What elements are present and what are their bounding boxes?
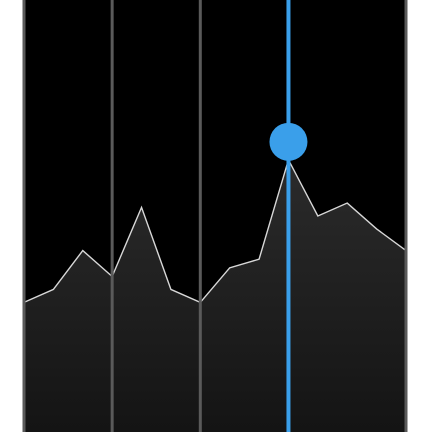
scrubber-handle[interactable] bbox=[269, 122, 308, 161]
price-area-fill bbox=[24, 159, 406, 432]
price-line bbox=[23, 157, 407, 304]
